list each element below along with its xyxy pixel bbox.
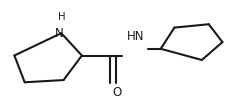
Text: H: H: [57, 12, 65, 22]
Text: N: N: [54, 26, 63, 39]
Text: HN: HN: [126, 30, 144, 43]
Text: O: O: [112, 85, 121, 98]
